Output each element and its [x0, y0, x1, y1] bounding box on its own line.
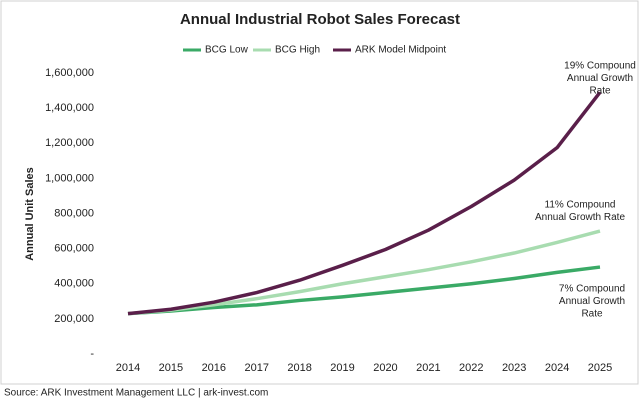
y-tick-label: 800,000	[54, 207, 94, 219]
y-tick-label: 400,000	[54, 278, 94, 290]
x-tick-label: 2016	[202, 362, 226, 374]
annotation: 19% Compound	[564, 61, 636, 72]
x-tick-label: 2017	[244, 362, 268, 374]
y-tick-label: -	[90, 348, 94, 360]
y-tick-label: 1,400,000	[45, 102, 94, 114]
x-tick-label: 2025	[588, 362, 612, 374]
chart-title: Annual Industrial Robot Sales Forecast	[180, 11, 460, 28]
annotation: 11% Compound	[545, 200, 616, 211]
annotation: Annual Growth Rate	[535, 212, 625, 223]
chart-frame	[0, 0, 639, 385]
series-line	[127, 91, 602, 316]
series-line	[127, 265, 601, 316]
y-tick-label: 1,000,000	[45, 172, 94, 184]
annotation: Annual Growth	[567, 73, 633, 84]
source: Source: ARK Investment Management LLC | …	[4, 388, 268, 399]
legend-label: BCG Low	[205, 45, 249, 56]
y-tick-label: 200,000	[54, 313, 94, 325]
annotation: Rate	[581, 309, 603, 320]
x-tick-label: 2024	[545, 362, 569, 374]
annotation: Annual Growth	[559, 296, 625, 307]
legend-label: BCG High	[275, 45, 320, 56]
x-tick-label: 2020	[373, 362, 397, 374]
y-tick-label: 1,200,000	[45, 137, 94, 149]
x-tick-label: 2018	[287, 362, 311, 374]
x-tick-label: 2015	[159, 362, 183, 374]
legend-label: ARK Model Midpoint	[355, 45, 446, 56]
y-tick-label: 1,600,000	[45, 67, 94, 79]
x-tick-label: 2014	[116, 362, 140, 374]
x-tick-label: 2022	[459, 362, 483, 374]
x-tick-label: 2023	[502, 362, 526, 374]
y-tick-label: 600,000	[54, 243, 94, 255]
y-axis-label: Annual Unit Sales	[24, 167, 36, 261]
annotation: 7% Compound	[559, 284, 625, 295]
annotation: Rate	[589, 86, 611, 97]
x-tick-label: 2021	[416, 362, 440, 374]
x-tick-label: 2019	[330, 362, 354, 374]
series-line	[127, 229, 601, 316]
